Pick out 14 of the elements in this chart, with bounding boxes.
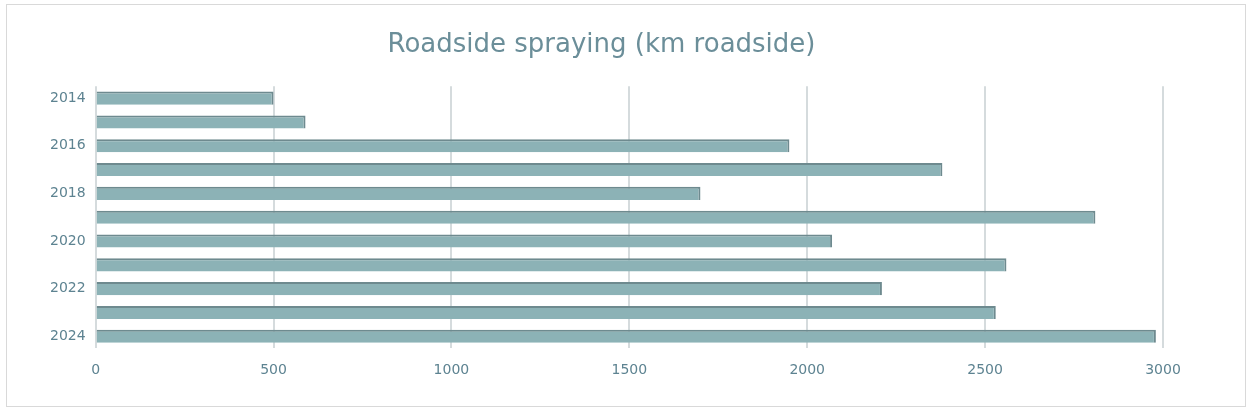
x-tick-label: 500 [260,361,287,378]
x-tick-label: 2000 [789,361,826,378]
x-tick-label: 1000 [433,361,470,378]
y-tick-label: 2020 [49,231,86,248]
x-tick-label: 1500 [611,361,648,378]
x-tick-label: 2500 [967,361,1003,378]
x-tick-label: 3000 [1145,361,1181,378]
chart-title: Roadside spraying (km roadside) [387,28,816,59]
y-tick-label: 2014 [49,88,86,105]
y-tick-label: 2022 [49,279,86,296]
x-tick-label: 0 [91,361,101,378]
y-tick-label: 2024 [49,326,86,343]
y-tick-label: 2016 [49,136,86,153]
y-tick-label: 2018 [49,184,86,201]
